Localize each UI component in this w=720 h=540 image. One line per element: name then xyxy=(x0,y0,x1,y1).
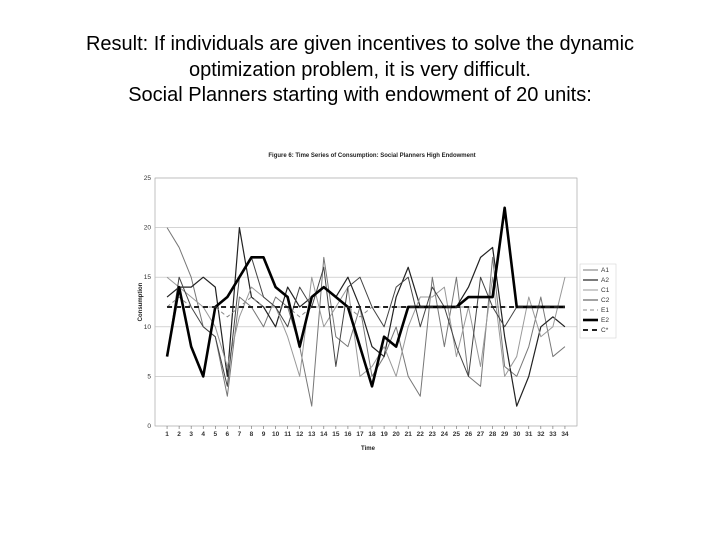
series-line xyxy=(166,227,566,407)
x-tick-label: 2 xyxy=(177,431,181,438)
legend-box xyxy=(579,263,617,339)
x-tick-label: 1 xyxy=(165,431,169,438)
series-line xyxy=(166,227,566,407)
x-tick-label: 27 xyxy=(477,431,485,438)
x-tick-label: 29 xyxy=(501,431,509,438)
legend-label: E1 xyxy=(601,307,609,314)
x-tick-label: 9 xyxy=(262,431,266,438)
y-tick-label: 20 xyxy=(144,225,152,232)
y-tick-label: 5 xyxy=(147,373,151,380)
x-tick-label: 28 xyxy=(489,431,497,438)
legend-label: A1 xyxy=(601,267,609,274)
x-tick-label: 10 xyxy=(272,431,280,438)
slide-title-line: optimization problem, it is very difficu… xyxy=(189,59,531,81)
x-tick-label: 8 xyxy=(250,431,254,438)
series-line xyxy=(165,206,565,388)
x-tick-label: 14 xyxy=(320,431,328,438)
x-tick-label: 26 xyxy=(465,431,473,438)
x-tick-label: 25 xyxy=(453,431,461,438)
chart-title: Figure 6: Time Series of Consumption: So… xyxy=(268,153,475,159)
slide-title-line: Result: If individuals are given incenti… xyxy=(86,33,634,55)
x-tick-label: 20 xyxy=(393,431,401,438)
x-tick-label: 19 xyxy=(380,431,388,438)
x-tick-label: 32 xyxy=(537,431,545,438)
x-tick-label: 16 xyxy=(344,431,352,438)
x-tick-label: 5 xyxy=(213,431,217,438)
x-tick-label: 31 xyxy=(525,431,533,438)
y-tick-label: 10 xyxy=(144,324,152,331)
x-tick-label: 23 xyxy=(429,431,437,438)
x-tick-label: 21 xyxy=(405,431,413,438)
x-tick-label: 6 xyxy=(226,431,230,438)
x-tick-label: 7 xyxy=(238,431,242,438)
x-tick-label: 22 xyxy=(417,431,425,438)
x-axis-label: Time xyxy=(361,446,376,452)
x-tick-label: 18 xyxy=(368,431,376,438)
x-tick-label: 30 xyxy=(513,431,521,438)
legend-label: A2 xyxy=(601,277,609,284)
x-tick-label: 33 xyxy=(549,431,557,438)
x-tick-label: 4 xyxy=(201,431,205,438)
legend-label: E2 xyxy=(601,317,609,324)
x-tick-label: 34 xyxy=(561,431,569,438)
y-tick-label: 25 xyxy=(144,175,152,182)
series-line xyxy=(166,296,565,318)
legend-label: C1 xyxy=(601,287,610,294)
x-tick-label: 3 xyxy=(189,431,193,438)
y-axis-label: Consumption xyxy=(138,282,144,321)
slide-title-line: Social Planners starting with endowment … xyxy=(128,84,592,106)
x-tick-label: 24 xyxy=(441,431,449,438)
y-tick-label: 15 xyxy=(144,274,152,281)
x-tick-label: 11 xyxy=(284,431,291,438)
x-tick-label: 17 xyxy=(356,431,364,438)
series-line xyxy=(166,276,566,377)
legend-label: C* xyxy=(601,327,609,334)
legend-label: C2 xyxy=(601,297,610,304)
x-tick-label: 12 xyxy=(296,431,304,438)
y-tick-label: 0 xyxy=(147,423,151,430)
x-tick-label: 13 xyxy=(308,431,316,438)
x-tick-label: 15 xyxy=(332,431,340,438)
series-line xyxy=(166,256,565,387)
